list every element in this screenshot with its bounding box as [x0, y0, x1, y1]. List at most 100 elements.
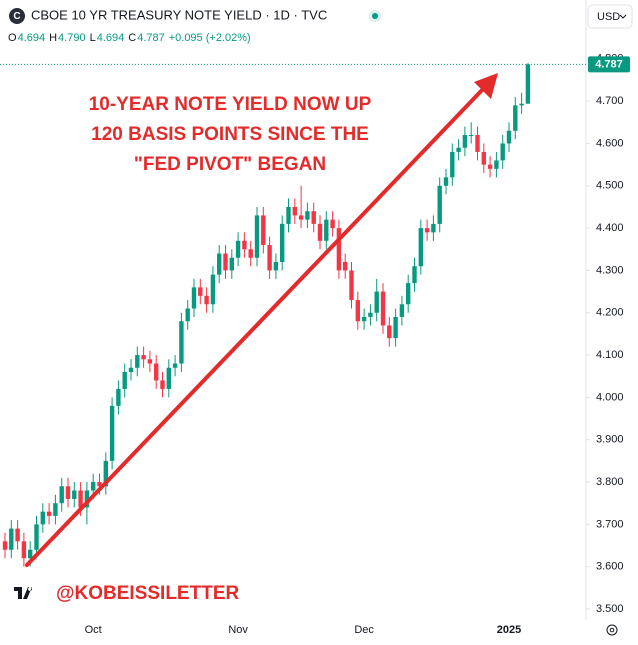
- candle-body: [380, 291, 386, 326]
- candle-body: [9, 528, 14, 550]
- legend-key: O: [8, 32, 17, 44]
- candle-body: [21, 541, 27, 559]
- candle-body: [267, 245, 272, 271]
- candle-body: [273, 261, 279, 271]
- candle-body: [343, 261, 348, 271]
- candle-body: [406, 283, 411, 305]
- candle-body: [487, 164, 493, 169]
- plot-area: [0, 63, 586, 567]
- candle-body: [40, 511, 45, 525]
- candle-body: [393, 316, 398, 339]
- settings-center[interactable]: [609, 627, 615, 633]
- candle-body: [513, 105, 518, 131]
- x-tick-label: Dec: [354, 624, 374, 636]
- symbol-title: CBOE 10 YR TREASURY NOTE YIELD · 1D · TV…: [31, 7, 327, 22]
- candle-body: [248, 249, 253, 258]
- legend-key: C: [128, 32, 136, 44]
- candle-body: [28, 549, 33, 559]
- y-tick-label: 3.800: [596, 476, 624, 488]
- candle-body: [78, 490, 83, 508]
- candle-body: [128, 367, 134, 372]
- candle-body: [53, 503, 58, 516]
- candle-body: [97, 482, 102, 487]
- candle-body: [65, 486, 71, 499]
- candle-body: [317, 223, 323, 241]
- candle-body: [368, 312, 373, 317]
- candle-body: [525, 64, 531, 104]
- settings-gear[interactable]: [606, 624, 618, 636]
- legend-value: 4.694: [97, 32, 125, 44]
- watermark: @KOBEISSILETTER: [56, 583, 239, 604]
- candle-body: [431, 223, 436, 233]
- candle-body: [450, 151, 455, 178]
- candle-body: [46, 511, 52, 516]
- candle-body: [242, 240, 247, 250]
- candle-body: [261, 215, 266, 246]
- candle-body: [84, 490, 90, 508]
- y-tick-label: 4.700: [596, 95, 624, 107]
- legend-key: L: [90, 32, 96, 44]
- x-tick-label: 2025: [497, 624, 521, 636]
- candle-body: [179, 321, 184, 364]
- last-price-label: 4.787: [595, 59, 623, 71]
- currency-caret: [619, 14, 627, 19]
- candle-body: [336, 228, 342, 271]
- candle-body: [223, 253, 228, 271]
- tv-logo: [14, 587, 33, 599]
- candle-body: [424, 228, 430, 233]
- candle-body: [361, 316, 367, 322]
- y-tick-label: 3.900: [596, 434, 624, 446]
- candle-body: [160, 380, 165, 389]
- candle-body: [210, 274, 216, 305]
- candle-body: [217, 253, 222, 275]
- candle-body: [462, 135, 468, 148]
- candle-body: [418, 228, 423, 267]
- candle-body: [198, 287, 203, 296]
- status-dot: [372, 13, 378, 19]
- legend-key: H: [49, 32, 57, 44]
- candle-body: [109, 405, 115, 461]
- candle-body: [456, 147, 461, 152]
- candle-body: [475, 135, 480, 152]
- candle-body: [494, 160, 499, 169]
- candle-body: [154, 363, 159, 381]
- candle-body: [399, 304, 405, 317]
- settings-icon[interactable]: [606, 624, 618, 636]
- candle-body: [387, 325, 392, 339]
- arrow-shaft: [25, 86, 486, 567]
- currency-button[interactable]: [587, 4, 633, 29]
- currency-label[interactable]: USD: [597, 11, 620, 23]
- candle-body: [254, 215, 260, 258]
- symbol-logo-letter: C: [13, 11, 20, 22]
- candle-body: [330, 219, 335, 229]
- candle-body: [166, 367, 171, 389]
- candle-body: [135, 355, 140, 368]
- y-tick-label: 4.400: [596, 222, 624, 234]
- candle-body: [34, 524, 39, 550]
- legend-value: 4.787: [137, 32, 165, 44]
- candle-body: [412, 266, 417, 284]
- symbol-logo: [9, 8, 25, 24]
- candle-body: [122, 372, 127, 389]
- candle-body: [2, 541, 8, 550]
- candle-body: [437, 185, 442, 224]
- ohlc-legend: O 4.694 H 4.790 L 4.694 C 4.787 +0.095 (+2.02%): [8, 32, 251, 44]
- candle-body: [374, 291, 379, 313]
- candle-body: [72, 490, 77, 499]
- y-tick-label: 4.200: [596, 307, 624, 319]
- y-tick-label: 4.500: [596, 180, 624, 192]
- candle-body: [15, 528, 20, 542]
- candle-body: [311, 211, 316, 224]
- candle-body: [172, 363, 178, 368]
- candle-body: [286, 206, 291, 224]
- last-price-badge: [588, 56, 630, 73]
- candle-body: [141, 355, 146, 360]
- candle-body: [91, 482, 96, 491]
- legend-change: +0.095 (+2.02%): [169, 32, 251, 44]
- candle-body: [500, 143, 505, 161]
- y-tick-label: 4.600: [596, 137, 624, 149]
- y-tick-label: 4.300: [596, 264, 624, 276]
- candle-body: [305, 211, 310, 220]
- annotation-line: 120 BASIS POINTS SINCE THE: [91, 124, 369, 145]
